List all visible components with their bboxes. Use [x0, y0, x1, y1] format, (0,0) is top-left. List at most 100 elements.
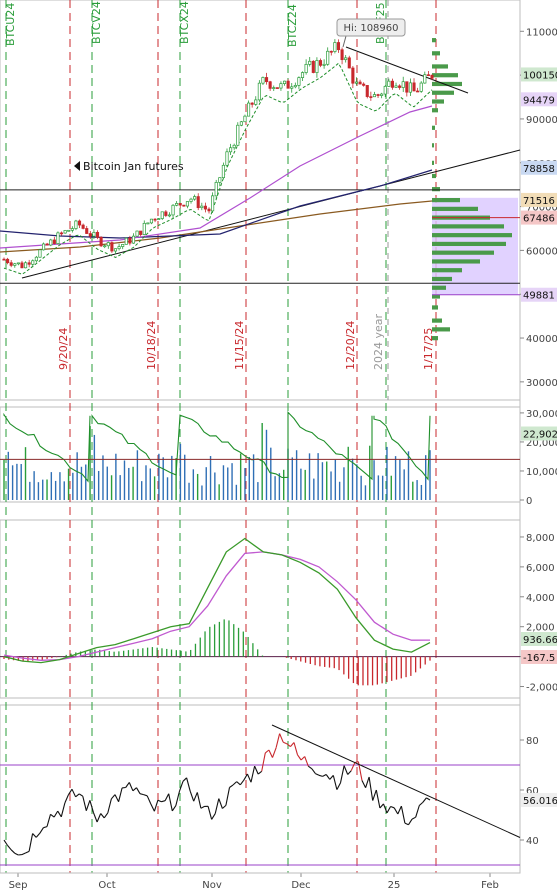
price-badge-3: 71516	[523, 196, 555, 207]
candle-body-105	[380, 93, 384, 96]
macd-signal-line	[3, 551, 431, 661]
contract-label-5: 9/20/24	[57, 328, 70, 370]
candle-body-55	[200, 205, 204, 209]
candle-body-62	[225, 151, 229, 166]
candle-body-31	[113, 248, 118, 252]
volume-tick-label-0: 30,000	[526, 409, 557, 420]
candle-body-17	[63, 230, 67, 234]
volume-tick-label-2: 10,000	[526, 467, 557, 478]
candle-body-99	[358, 81, 362, 85]
rsi-seg-71	[254, 765, 259, 775]
candle-body-14	[52, 239, 56, 244]
rsi-seg-11	[39, 827, 44, 834]
candle-body-113	[408, 82, 412, 93]
rsi-seg-21	[75, 793, 80, 798]
candle-body-85	[308, 60, 312, 65]
high-annotation: Hi: 108960	[336, 18, 406, 48]
rsi-seg-109	[390, 805, 395, 809]
candle-body-22	[81, 224, 85, 229]
rsi-seg-66	[236, 781, 241, 786]
price-tick-label-8: 30000	[526, 378, 557, 389]
rsi-seg-67	[239, 779, 245, 786]
candle-body-101	[365, 85, 369, 97]
rsi-seg-3	[10, 849, 16, 854]
candle-body-38	[139, 230, 143, 235]
candle-body-7	[27, 262, 31, 265]
rsi-seg-119	[426, 797, 431, 801]
candle-body-74	[268, 81, 272, 89]
high-annotation-box	[336, 18, 406, 37]
rsi-seg-104	[372, 789, 377, 801]
profile-bar-6	[432, 99, 444, 104]
price-support-lines	[0, 46, 521, 296]
rsi-seg-53	[189, 791, 195, 802]
candle-body-70	[254, 99, 258, 105]
candle-body-69	[250, 102, 254, 105]
candle-body-57	[207, 208, 211, 212]
rsi-seg-117	[418, 801, 424, 806]
rsi-seg-49	[175, 791, 180, 806]
short-trendline	[345, 46, 469, 94]
candle-body-60	[218, 177, 222, 183]
rsi-seg-80	[286, 743, 291, 748]
rsi-seg-88	[315, 773, 320, 776]
x-tick-label-0: Sep	[9, 880, 28, 891]
candle-body-51	[185, 201, 189, 207]
candle-body-58	[211, 195, 215, 212]
candle-body-71	[257, 82, 261, 101]
profile-bar-4	[432, 81, 462, 87]
rsi-seg-39	[139, 793, 144, 796]
rsi-seg-59	[211, 813, 216, 820]
rsi-seg-76	[271, 747, 277, 758]
rsi-seg-24	[85, 800, 91, 811]
candle-body-66	[239, 121, 243, 126]
candle-body-48	[175, 203, 179, 206]
rsi-seg-35	[125, 782, 130, 788]
rsi-seg-17	[60, 802, 66, 817]
rsi-seg-50	[178, 781, 184, 792]
profile-bar-1	[432, 51, 440, 56]
rsi-seg-9	[32, 833, 37, 838]
candle-body-0	[2, 258, 6, 261]
profile-bar-22	[432, 276, 452, 282]
rsi-seg-96	[343, 765, 349, 775]
rsi-seg-87	[311, 768, 316, 774]
contract-label-3: BTCZ24	[286, 4, 299, 47]
rsi-seg-13	[46, 814, 52, 827]
rsi-seg-1	[3, 839, 9, 846]
ma-navy	[0, 169, 433, 239]
candle-body-108	[390, 80, 394, 88]
rsi-seg-60	[214, 798, 220, 814]
rsi-seg-102	[365, 776, 370, 788]
candle-body-106	[383, 86, 387, 95]
profile-bar-18	[432, 241, 506, 247]
price-badge-bg-1	[521, 92, 557, 107]
volume-bars	[0, 410, 520, 500]
profile-bar-24	[432, 294, 440, 299]
candle-body-9	[34, 256, 38, 262]
price-tick-label-0: 110000	[526, 27, 557, 38]
candle-body-97	[351, 67, 355, 84]
candle-body-56	[203, 205, 207, 210]
x-axis: Sep Oct Nov Dec 25 Feb	[0, 872, 520, 891]
rsi-seg-56	[200, 805, 205, 809]
candle-body-4	[16, 262, 20, 265]
rsi-seg-81	[289, 742, 295, 747]
contract-vertical-lines	[5, 0, 437, 873]
rsi-seg-64	[229, 784, 234, 788]
profile-bar-8	[432, 125, 435, 130]
rsi-seg-115	[411, 816, 416, 820]
x-tick-label-5: Feb	[481, 880, 499, 891]
price-badge-4: 67486	[523, 214, 555, 225]
candle-body-16	[59, 232, 64, 235]
candle-body-43	[157, 218, 161, 220]
price-candles	[2, 39, 434, 269]
candle-body-2	[9, 262, 13, 266]
ma-brown	[0, 200, 433, 253]
candle-body-6	[24, 262, 28, 269]
rsi-seg-111	[397, 805, 402, 815]
macd-tick-label-1: 6,000	[526, 563, 555, 574]
rsi-seg-14	[50, 813, 55, 818]
rsi-seg-22	[78, 793, 84, 797]
